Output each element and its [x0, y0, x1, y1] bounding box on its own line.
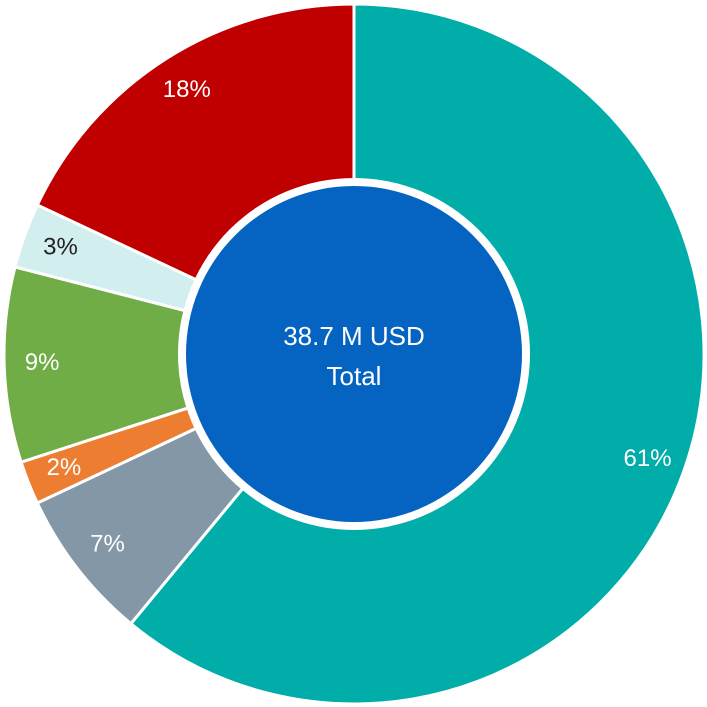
data-label: 61%	[624, 445, 672, 472]
center-label: 38.7 M USD	[283, 321, 425, 351]
data-label: 18%	[163, 76, 211, 103]
data-label: 3%	[43, 234, 78, 261]
data-label: 7%	[90, 531, 125, 558]
data-label: 2%	[47, 454, 82, 481]
center-sublabel: Total	[327, 361, 382, 391]
data-label: 9%	[25, 349, 60, 376]
center-circle	[186, 186, 522, 522]
